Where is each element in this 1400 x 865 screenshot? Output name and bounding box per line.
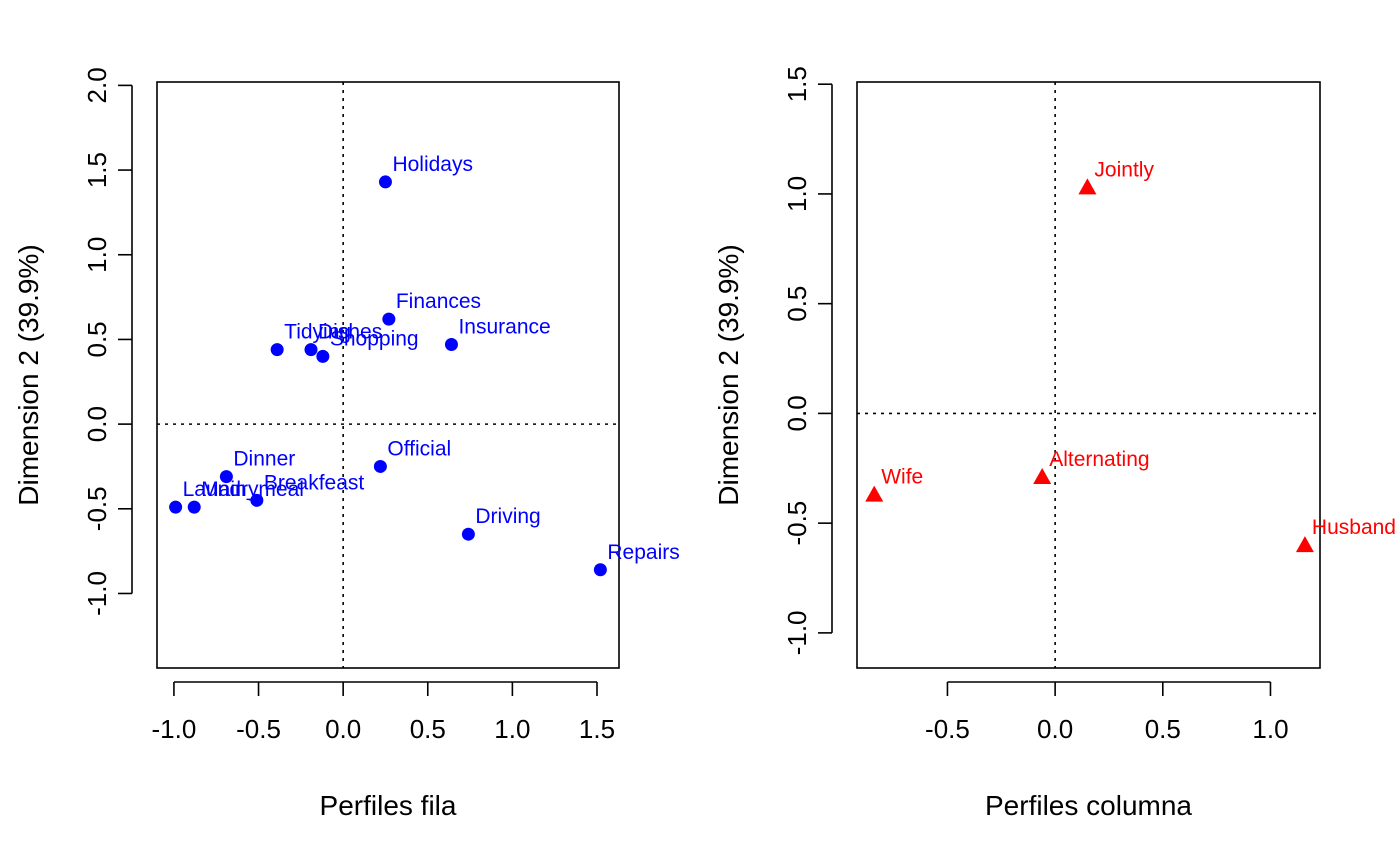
point-label-finances: Finances [396, 290, 481, 313]
point-finances [382, 312, 396, 326]
point-label-holidays: Holidays [392, 153, 473, 176]
point-laundry [169, 500, 183, 514]
x-tick-label: -0.5 [236, 714, 281, 744]
x-axis-title: Perfiles columna [985, 790, 1192, 821]
point-insurance [444, 338, 458, 352]
y-tick-label: -1.0 [82, 571, 112, 616]
y-tick-label: 0.0 [782, 395, 812, 431]
point-wife [865, 485, 884, 502]
plot-frame [856, 81, 1321, 669]
point-shopping [316, 349, 330, 363]
y-tick-label: 0.0 [82, 406, 112, 442]
point-husband [1295, 536, 1314, 553]
point-alternating [1033, 468, 1052, 485]
point-label-repairs: Repairs [607, 541, 679, 564]
point-label-dishes: Dishes [318, 321, 382, 344]
point-label-main-meal: Main_meal [201, 478, 304, 501]
point-label-driving: Driving [475, 505, 540, 528]
y-axis-title: Dimension 2 (39.9%) [13, 244, 44, 505]
point-holidays [378, 175, 392, 189]
y-tick-label: 0.5 [782, 286, 812, 322]
y-tick-label: 1.0 [82, 237, 112, 273]
x-tick-label: -1.0 [152, 714, 197, 744]
x-tick-label: 1.0 [494, 714, 530, 744]
point-jointly [1078, 178, 1097, 195]
point-label-jointly: Jointly [1094, 158, 1154, 181]
y-axis-title: Dimension 2 (39.9%) [713, 244, 744, 505]
y-tick-label: -1.0 [782, 610, 812, 655]
y-tick-label: 1.5 [82, 152, 112, 188]
point-driving [461, 527, 475, 541]
y-tick-label: 0.5 [82, 321, 112, 357]
y-tick-label: -0.5 [82, 486, 112, 531]
x-axis-title: Perfiles fila [320, 790, 457, 821]
panel-1: -1.0 -0.5 0.0 0.5 1.0 1.5 -1.0 -0.5 0.0 0.5 1.0 1.5… [13, 67, 680, 821]
plot-frame [156, 81, 620, 669]
point-label-official: Official [387, 437, 451, 460]
point-label-shopping: Shopping [330, 327, 419, 350]
point-label-dinner: Dinner [233, 448, 295, 471]
y-tick-label: 1.0 [782, 176, 812, 212]
x-tick-label: 1.0 [1252, 714, 1288, 744]
panel-2: -0.5 0.0 0.5 1.0 -1.0 -0.5 0.0 0.5 1.0 1.5 Perfile… [713, 66, 1396, 821]
point-label-husband: Husband [1312, 516, 1396, 539]
point-label-wife: Wife [881, 466, 923, 489]
x-tick-label: 0.0 [325, 714, 361, 744]
x-tick-label: 1.5 [579, 714, 615, 744]
point-main-meal [187, 500, 201, 514]
point-label-breakfeast: Breakfeast [264, 471, 365, 494]
point-official [373, 459, 387, 473]
point-breakfeast [250, 493, 264, 507]
point-tidying [270, 343, 284, 357]
x-tick-label: 0.5 [410, 714, 446, 744]
x-tick-label: 0.0 [1037, 714, 1073, 744]
point-label-alternating: Alternating [1049, 448, 1149, 471]
y-tick-label: 2.0 [82, 67, 112, 103]
x-tick-label: -0.5 [925, 714, 970, 744]
y-tick-label: -0.5 [782, 501, 812, 546]
point-repairs [593, 563, 607, 577]
point-dishes [304, 343, 318, 357]
point-label-insurance: Insurance [458, 316, 550, 339]
point-label-laundry: Laundry [183, 478, 259, 501]
point-dinner [219, 470, 233, 484]
x-tick-label: 0.5 [1145, 714, 1181, 744]
point-label-tidying: Tidying [284, 321, 351, 344]
y-tick-label: 1.5 [782, 66, 812, 102]
